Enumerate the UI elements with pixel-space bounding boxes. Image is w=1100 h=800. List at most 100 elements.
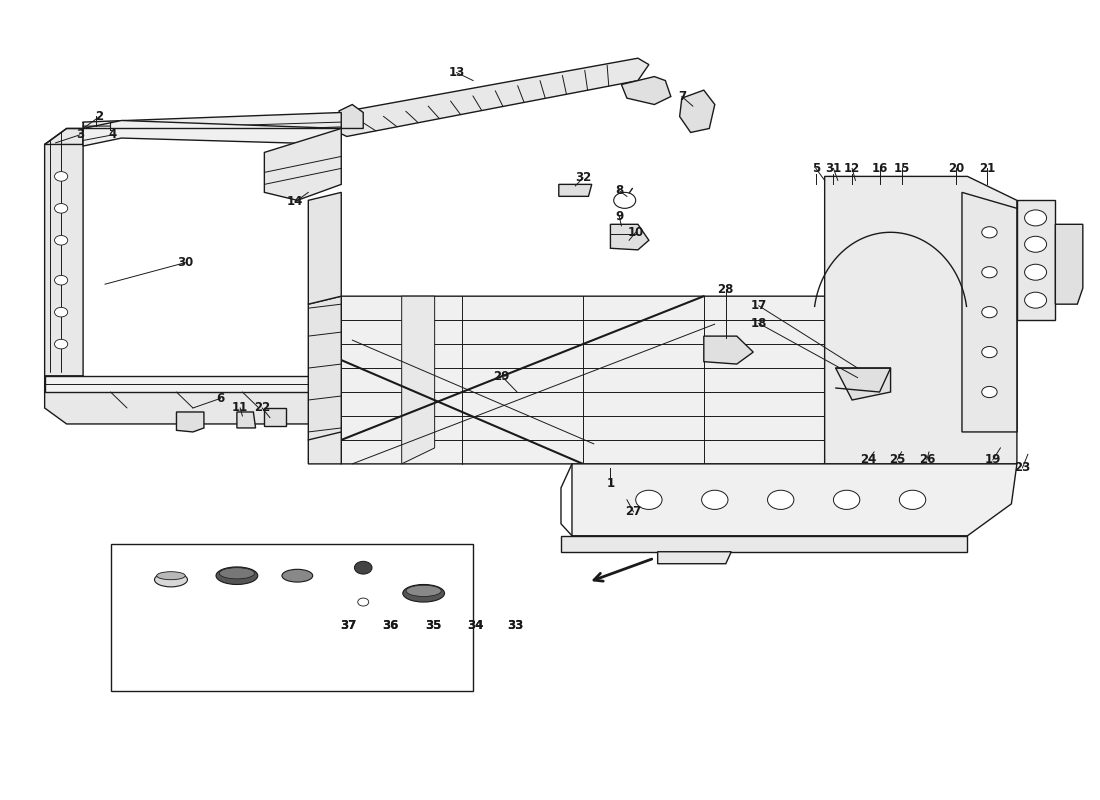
Circle shape <box>354 562 372 574</box>
Text: 37: 37 <box>340 618 356 632</box>
Polygon shape <box>84 113 341 137</box>
Ellipse shape <box>156 572 185 580</box>
Ellipse shape <box>403 585 444 602</box>
Circle shape <box>982 386 997 398</box>
Circle shape <box>982 346 997 358</box>
Polygon shape <box>825 176 1016 464</box>
Text: 29: 29 <box>494 370 509 382</box>
Text: 16: 16 <box>871 162 888 175</box>
Polygon shape <box>330 58 649 137</box>
Circle shape <box>982 306 997 318</box>
Circle shape <box>55 275 68 285</box>
Circle shape <box>55 307 68 317</box>
Ellipse shape <box>216 567 257 585</box>
Text: 7: 7 <box>678 90 686 103</box>
Circle shape <box>55 339 68 349</box>
Polygon shape <box>176 412 204 432</box>
Text: 35: 35 <box>426 618 442 632</box>
Text: 20: 20 <box>948 162 965 175</box>
Polygon shape <box>402 296 434 464</box>
Polygon shape <box>308 296 341 464</box>
Ellipse shape <box>154 573 187 587</box>
Text: 33: 33 <box>507 618 522 632</box>
Text: 6: 6 <box>217 392 224 405</box>
Text: 36: 36 <box>383 618 399 632</box>
Polygon shape <box>236 412 255 428</box>
Polygon shape <box>962 192 1016 432</box>
Circle shape <box>982 226 997 238</box>
Text: 15: 15 <box>893 162 910 175</box>
Text: 36: 36 <box>383 618 399 632</box>
Text: 4: 4 <box>109 128 117 142</box>
Polygon shape <box>45 392 374 424</box>
Text: 34: 34 <box>468 618 484 632</box>
Text: 22: 22 <box>254 402 271 414</box>
Polygon shape <box>45 376 352 392</box>
Ellipse shape <box>282 570 312 582</box>
Text: 13: 13 <box>449 66 464 79</box>
Circle shape <box>358 598 368 606</box>
Circle shape <box>55 235 68 245</box>
Circle shape <box>55 171 68 181</box>
Text: 21: 21 <box>979 162 996 175</box>
Text: 25: 25 <box>889 454 905 466</box>
Text: 11: 11 <box>232 402 249 414</box>
Text: 5: 5 <box>812 162 820 175</box>
Polygon shape <box>339 105 363 129</box>
Circle shape <box>834 490 860 510</box>
Polygon shape <box>45 129 84 376</box>
Circle shape <box>900 490 926 510</box>
Polygon shape <box>572 464 1016 536</box>
Polygon shape <box>341 296 1016 464</box>
Text: 3: 3 <box>76 128 84 142</box>
Text: 9: 9 <box>615 210 624 223</box>
Text: 24: 24 <box>860 454 877 466</box>
Circle shape <box>636 490 662 510</box>
Text: 35: 35 <box>426 618 442 632</box>
Polygon shape <box>264 408 286 426</box>
Polygon shape <box>308 192 341 304</box>
Circle shape <box>614 192 636 208</box>
Polygon shape <box>621 77 671 105</box>
Text: 37: 37 <box>340 618 356 632</box>
Text: 10: 10 <box>628 226 643 238</box>
Text: 32: 32 <box>575 171 591 185</box>
Polygon shape <box>1016 200 1055 320</box>
Text: 27: 27 <box>626 506 641 518</box>
Ellipse shape <box>219 568 254 579</box>
Polygon shape <box>680 90 715 133</box>
Circle shape <box>982 266 997 278</box>
Polygon shape <box>1055 224 1082 304</box>
Bar <box>111 544 473 691</box>
Polygon shape <box>308 432 341 464</box>
Circle shape <box>768 490 794 510</box>
Text: eurospares: eurospares <box>309 363 791 437</box>
Text: 34: 34 <box>468 618 484 632</box>
Polygon shape <box>610 224 649 250</box>
Circle shape <box>1024 210 1046 226</box>
Circle shape <box>702 490 728 510</box>
Text: 26: 26 <box>918 454 935 466</box>
Text: 12: 12 <box>844 162 860 175</box>
Text: 33: 33 <box>507 618 522 632</box>
Text: 1: 1 <box>606 478 615 490</box>
Ellipse shape <box>406 586 441 597</box>
Text: 31: 31 <box>825 162 842 175</box>
Polygon shape <box>45 376 89 408</box>
Polygon shape <box>704 336 754 364</box>
Polygon shape <box>559 184 592 196</box>
Text: 19: 19 <box>984 454 1001 466</box>
Circle shape <box>1024 292 1046 308</box>
Text: 2: 2 <box>96 110 103 123</box>
Polygon shape <box>561 536 968 552</box>
Text: 23: 23 <box>1014 462 1031 474</box>
Polygon shape <box>658 552 732 564</box>
Text: 8: 8 <box>615 184 624 198</box>
Text: 18: 18 <box>750 317 767 330</box>
Circle shape <box>55 203 68 213</box>
Polygon shape <box>836 368 891 400</box>
Text: 14: 14 <box>287 195 304 209</box>
Text: 17: 17 <box>750 299 767 312</box>
Polygon shape <box>84 121 341 146</box>
Polygon shape <box>264 129 341 200</box>
